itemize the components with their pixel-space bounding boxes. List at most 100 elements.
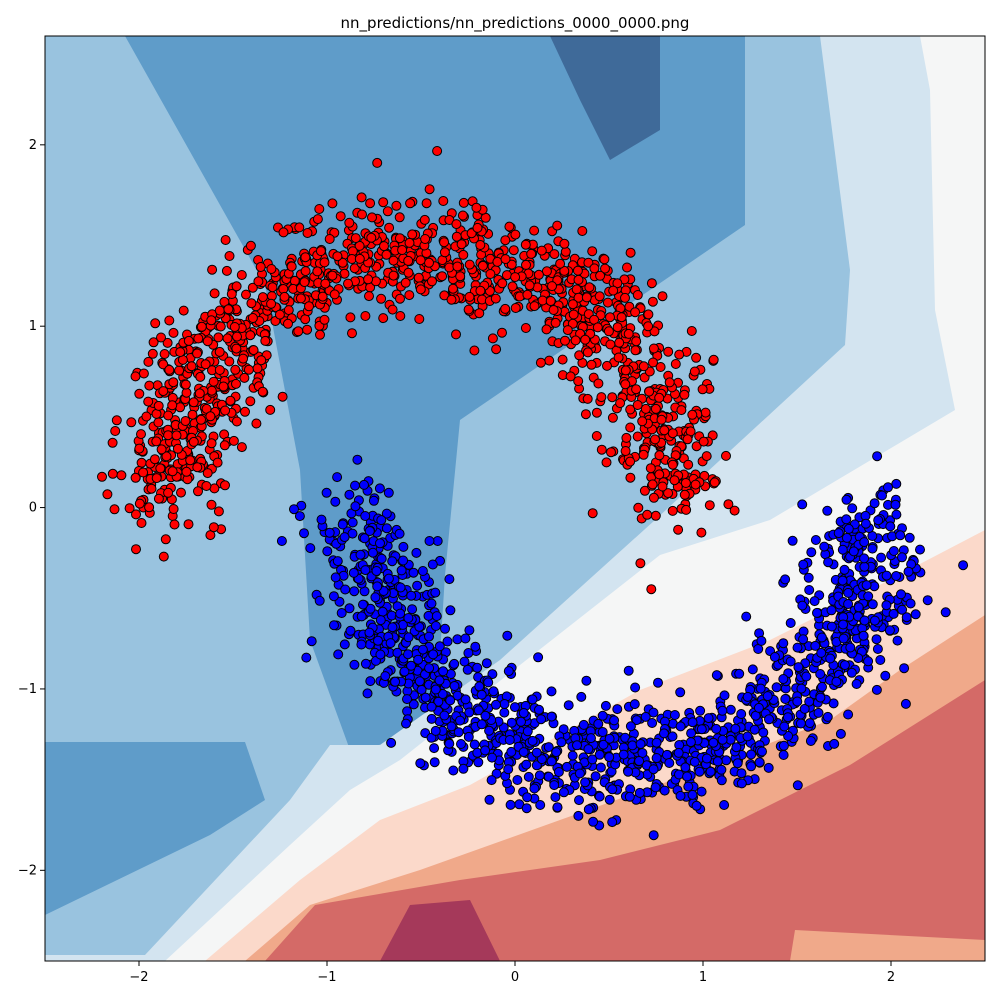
red-class-point (471, 202, 482, 213)
red-class-point (580, 334, 591, 345)
red-class-point (632, 400, 643, 410)
red-class-point (701, 451, 712, 462)
blue-class-point (838, 619, 849, 630)
blue-class-point (574, 795, 584, 806)
red-class-point (469, 345, 480, 356)
blue-class-point (518, 747, 529, 758)
blue-class-point (648, 764, 659, 775)
blue-class-point (352, 454, 363, 465)
red-class-point (704, 500, 715, 511)
blue-class-point (415, 758, 426, 769)
y-tick-label: −1 (18, 682, 37, 697)
blue-class-point (826, 621, 837, 632)
blue-class-point (901, 612, 912, 623)
blue-class-point (344, 603, 355, 614)
blue-class-point (358, 599, 368, 610)
red-class-point (403, 255, 414, 266)
red-class-point (245, 330, 256, 341)
red-class-point (183, 519, 194, 530)
blue-class-point (407, 604, 418, 615)
blue-class-point (344, 489, 355, 500)
red-class-point (178, 305, 189, 316)
blue-class-point (822, 505, 833, 516)
red-class-point (138, 467, 149, 478)
blue-class-point (804, 718, 815, 729)
blue-class-point (609, 715, 620, 726)
blue-class-point (572, 740, 582, 751)
red-class-point (367, 212, 377, 223)
blue-class-point (835, 728, 846, 739)
red-class-point (570, 335, 581, 346)
blue-class-point (431, 611, 442, 622)
red-class-point (206, 438, 217, 449)
red-class-point (615, 398, 626, 409)
blue-class-point (472, 662, 483, 673)
blue-class-point (799, 703, 810, 714)
blue-class-point (476, 719, 487, 730)
blue-class-point (861, 580, 872, 591)
red-class-point (164, 364, 175, 375)
red-class-point (102, 489, 113, 500)
red-class-point (175, 347, 186, 358)
blue-class-point (567, 750, 578, 761)
blue-class-point (634, 756, 645, 766)
red-class-point (357, 209, 367, 220)
y-tick-label: 2 (29, 138, 37, 153)
blue-class-point (396, 565, 407, 576)
blue-class-point (473, 757, 484, 768)
blue-class-point (897, 604, 908, 615)
red-class-point (395, 293, 405, 304)
blue-class-point (798, 634, 809, 645)
blue-class-point (445, 695, 456, 706)
red-class-point (327, 198, 338, 209)
blue-class-point (484, 725, 495, 736)
blue-class-point (356, 639, 367, 650)
blue-class-point (449, 658, 460, 669)
red-class-point (403, 267, 414, 278)
red-class-point (196, 321, 207, 332)
blue-class-point (804, 696, 815, 707)
red-class-point (620, 292, 630, 303)
blue-class-point (640, 711, 651, 722)
blue-class-point (380, 671, 391, 682)
red-class-point (475, 285, 486, 296)
red-class-point (638, 449, 649, 460)
red-class-point (231, 378, 241, 389)
red-class-point (257, 386, 268, 397)
blue-class-point (815, 692, 826, 703)
blue-class-point (412, 580, 423, 591)
red-class-point (657, 291, 668, 302)
blue-class-point (597, 727, 608, 737)
blue-class-point (444, 738, 455, 749)
blue-class-point (651, 737, 662, 748)
blue-class-point (402, 694, 412, 705)
red-class-point (224, 356, 235, 367)
blue-class-point (445, 605, 456, 616)
red-class-point (146, 483, 157, 494)
red-class-point (583, 257, 594, 268)
blue-class-point (438, 666, 449, 677)
red-class-point (659, 425, 670, 436)
blue-class-point (694, 766, 705, 777)
red-class-point (332, 251, 343, 262)
blue-class-point (797, 499, 808, 510)
red-class-point (501, 270, 512, 281)
red-class-point (174, 365, 185, 376)
blue-class-point (863, 591, 874, 602)
red-class-point (245, 396, 256, 407)
blue-class-point (558, 787, 569, 798)
red-class-point (159, 349, 170, 359)
red-class-point (312, 266, 323, 277)
red-class-point (415, 284, 426, 295)
red-class-point (596, 392, 607, 403)
red-class-point (343, 278, 353, 289)
blue-class-point (749, 724, 760, 735)
blue-class-point (624, 791, 635, 802)
red-class-point (439, 237, 450, 248)
red-class-point (153, 400, 164, 411)
blue-class-point (903, 566, 914, 577)
red-class-point (215, 321, 226, 332)
blue-class-point (469, 739, 480, 750)
blue-class-point (527, 694, 538, 705)
contour-level-7 (265, 680, 985, 961)
